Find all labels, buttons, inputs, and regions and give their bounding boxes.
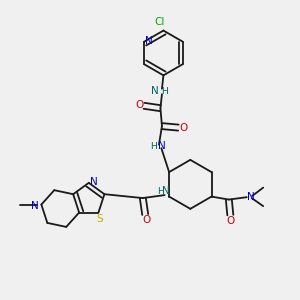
Text: O: O: [135, 100, 143, 110]
Text: N: N: [145, 36, 153, 46]
Text: Cl: Cl: [155, 17, 165, 27]
Text: H: H: [161, 87, 168, 96]
Text: H: H: [157, 187, 164, 196]
Text: S: S: [97, 214, 103, 224]
Text: O: O: [226, 216, 235, 226]
Text: N: N: [158, 141, 166, 151]
Text: O: O: [142, 215, 150, 225]
Text: N: N: [152, 86, 159, 96]
Text: H: H: [150, 142, 157, 151]
Text: O: O: [180, 123, 188, 133]
Text: N: N: [162, 186, 170, 196]
Text: N: N: [248, 192, 255, 202]
Text: N: N: [31, 201, 39, 211]
Text: N: N: [90, 177, 98, 187]
